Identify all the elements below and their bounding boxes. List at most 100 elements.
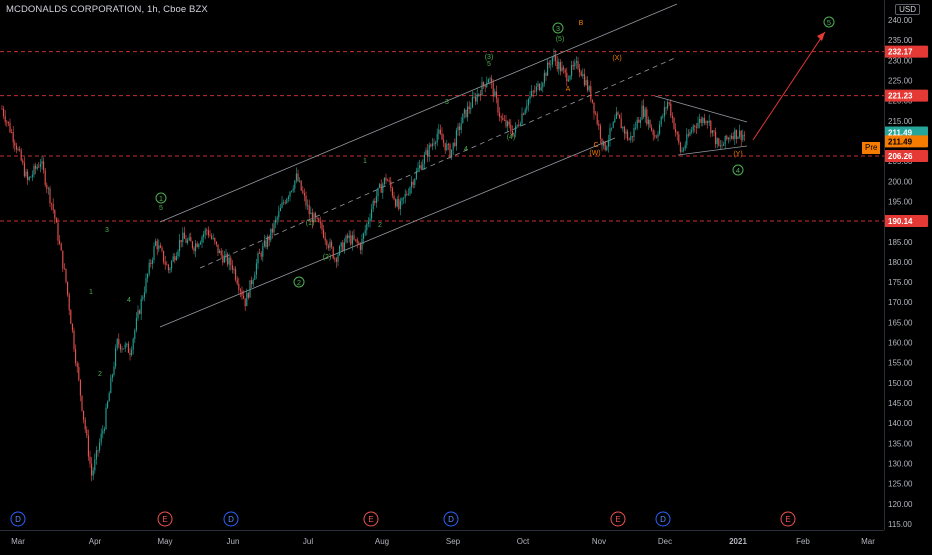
- wave-label[interactable]: 1: [89, 289, 93, 296]
- channel-upper-line[interactable]: [159, 3, 678, 223]
- candle-body: [439, 129, 441, 134]
- price-label-tag[interactable]: [884, 150, 928, 163]
- earnings-marker[interactable]: [157, 511, 173, 527]
- wave-label[interactable]: 5: [487, 61, 491, 68]
- candle-body: [675, 128, 677, 133]
- candle-body: [500, 116, 502, 118]
- wave-label[interactable]: 4: [464, 146, 468, 153]
- channel-lower-line[interactable]: [159, 137, 616, 328]
- price-tick-label: 230.00: [888, 56, 913, 65]
- currency-badge[interactable]: USD: [895, 4, 920, 15]
- candle-body: [718, 138, 720, 146]
- wave-label[interactable]: C: [593, 142, 598, 149]
- candle-body: [9, 122, 11, 133]
- price-label-tag[interactable]: [884, 45, 928, 58]
- price-label-tag[interactable]: [884, 215, 928, 228]
- candle-body: [193, 247, 195, 252]
- wave-label[interactable]: 1: [363, 158, 367, 165]
- wave-label[interactable]: A: [566, 86, 571, 93]
- wave-label[interactable]: (5): [556, 36, 565, 43]
- wave-label[interactable]: 4: [127, 297, 131, 304]
- candle-body: [347, 235, 349, 239]
- wave-label[interactable]: (4): [507, 134, 516, 141]
- price-tick-label: 240.00: [888, 16, 913, 25]
- candle-body: [732, 135, 734, 140]
- candle-body: [62, 250, 64, 269]
- wave-label[interactable]: (X): [612, 55, 621, 62]
- dividend-marker[interactable]: [223, 511, 239, 527]
- candle-body: [652, 130, 654, 136]
- candle-body: [300, 180, 302, 191]
- candle-body: [687, 134, 689, 136]
- wave-label[interactable]: 3: [105, 227, 109, 234]
- candle-body: [593, 102, 595, 114]
- earnings-marker[interactable]: [610, 511, 626, 527]
- earnings-marker[interactable]: [780, 511, 796, 527]
- wave-label[interactable]: (3): [485, 54, 494, 61]
- wave-label[interactable]: (2): [323, 254, 332, 261]
- wave-label[interactable]: 1: [159, 194, 163, 203]
- candle-body: [159, 245, 161, 248]
- price-label-tag[interactable]: [884, 89, 928, 102]
- time-tick-label: Nov: [592, 537, 606, 546]
- candle-body: [207, 230, 209, 236]
- candle-body: [566, 72, 568, 82]
- candle-body: [547, 62, 549, 76]
- candle-body: [707, 121, 709, 123]
- candle-body: [172, 256, 174, 262]
- price-scale[interactable]: [884, 0, 932, 530]
- candle-body: [454, 142, 456, 146]
- candle-body: [33, 165, 35, 175]
- wave-label[interactable]: 5: [159, 205, 163, 212]
- price-label-tag[interactable]: [884, 135, 928, 148]
- triangle-upper-line[interactable]: [654, 95, 748, 123]
- candle-body: [203, 234, 205, 237]
- dividend-marker[interactable]: [655, 511, 671, 527]
- dividend-marker[interactable]: [10, 511, 26, 527]
- candle-body: [361, 238, 363, 250]
- wave-label[interactable]: 4: [736, 166, 740, 175]
- candle-body: [302, 190, 304, 194]
- wave-label[interactable]: (1): [306, 220, 315, 227]
- candle-body: [739, 130, 741, 137]
- candle-body: [491, 78, 493, 83]
- candle-body: [457, 126, 459, 131]
- triangle-lower-line[interactable]: [677, 145, 748, 156]
- candle-body: [318, 218, 320, 222]
- channel-mid-line[interactable]: [199, 56, 678, 269]
- candle-body: [273, 223, 275, 233]
- wave-label[interactable]: 2: [98, 371, 102, 378]
- candle-body: [415, 170, 417, 179]
- earnings-marker[interactable]: [363, 511, 379, 527]
- candle-body: [323, 229, 325, 238]
- candle-body: [708, 120, 710, 123]
- price-tick-label: 175.00: [888, 278, 913, 287]
- wave-label[interactable]: 3: [556, 24, 560, 33]
- wave-label[interactable]: 2: [297, 278, 301, 287]
- candle-body: [191, 241, 193, 248]
- wave-label[interactable]: B: [579, 20, 584, 27]
- wave-label[interactable]: (Y): [733, 151, 742, 158]
- wave-label[interactable]: 5: [827, 18, 831, 27]
- candle-body: [515, 125, 517, 133]
- price-tick-label: 155.00: [888, 359, 913, 368]
- candle-body: [598, 123, 600, 126]
- candle-body: [196, 243, 198, 247]
- wave-label[interactable]: 3: [445, 99, 449, 106]
- candle-body: [398, 199, 400, 209]
- projection-line[interactable]: [752, 31, 826, 141]
- candle-body: [681, 150, 683, 152]
- candle-body: [435, 142, 437, 144]
- candle-body: [355, 239, 357, 241]
- candle-body: [214, 238, 216, 242]
- wave-label[interactable]: (W): [589, 150, 600, 157]
- wave-label[interactable]: 2: [378, 222, 382, 229]
- time-scale[interactable]: [0, 530, 884, 551]
- candle-body: [339, 246, 341, 256]
- candle-body: [95, 450, 97, 460]
- dividend-marker[interactable]: [443, 511, 459, 527]
- candle-body: [135, 318, 137, 331]
- candle-body: [705, 121, 707, 124]
